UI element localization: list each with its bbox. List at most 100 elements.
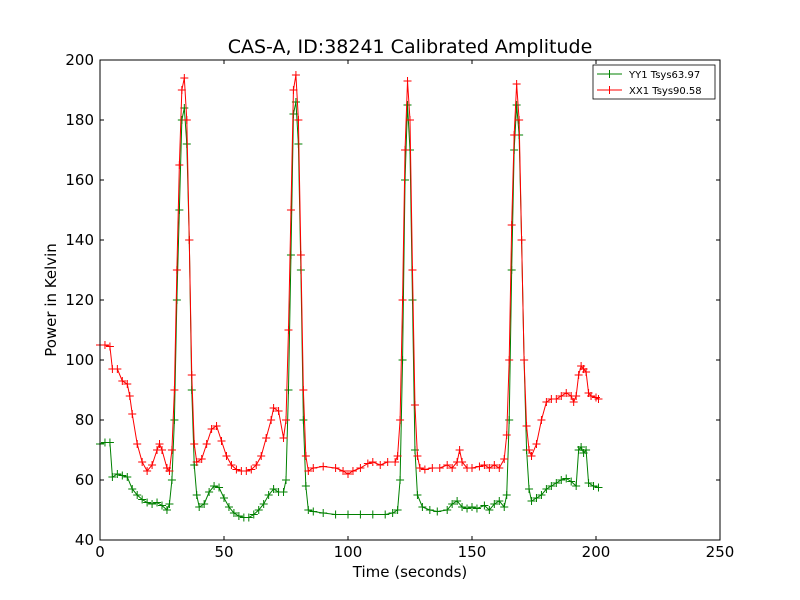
- data-point-marker: [547, 482, 556, 490]
- x-tick-label: 200: [582, 543, 611, 561]
- data-point-marker: [512, 80, 521, 88]
- data-point-marker: [331, 464, 340, 472]
- data-point-marker: [197, 455, 206, 463]
- data-point-marker: [182, 116, 191, 124]
- data-point-marker: [584, 479, 593, 487]
- data-point-marker: [301, 452, 310, 460]
- data-point-marker: [515, 116, 524, 124]
- data-point-marker: [472, 504, 481, 513]
- data-point-marker: [453, 497, 462, 505]
- y-tick-label: 40: [75, 531, 94, 549]
- data-point-marker: [274, 407, 283, 415]
- data-point-marker: [195, 503, 204, 511]
- data-point-marker: [123, 473, 132, 481]
- data-point-marker: [113, 365, 122, 373]
- legend-marker-xx1: [605, 86, 614, 94]
- data-point-marker: [344, 510, 352, 519]
- data-point-marker: [433, 507, 442, 516]
- data-point-marker: [348, 467, 357, 475]
- data-point-marker: [368, 458, 377, 466]
- data-point-marker: [257, 452, 266, 460]
- data-point-marker: [175, 206, 184, 214]
- x-axis-title: Time (seconds): [352, 563, 468, 581]
- data-point-marker: [363, 459, 372, 468]
- x-tick-label: 50: [214, 543, 233, 561]
- legend-label-xx1: XX1 Tsys90.58: [629, 86, 702, 97]
- data-point-marker: [331, 510, 340, 519]
- data-point-marker: [282, 476, 290, 484]
- data-point-marker: [148, 500, 157, 508]
- data-point-marker: [143, 498, 152, 507]
- data-point-marker: [542, 398, 551, 406]
- data-point-marker: [138, 458, 147, 466]
- data-point-marker: [301, 482, 310, 490]
- data-point-marker: [319, 462, 328, 471]
- data-point-marker: [128, 410, 137, 418]
- data-point-marker: [418, 503, 427, 511]
- data-point-marker: [175, 161, 184, 169]
- data-point-marker: [286, 206, 295, 214]
- data-point-marker: [396, 476, 405, 484]
- data-point-marker: [165, 500, 174, 508]
- data-point-marker: [532, 494, 541, 502]
- data-point-marker: [339, 467, 348, 475]
- data-point-marker: [569, 398, 578, 406]
- data-point-marker: [376, 461, 385, 469]
- data-point-marker: [267, 416, 276, 424]
- data-point-marker: [286, 251, 295, 259]
- data-point-marker: [443, 461, 452, 469]
- data-point-marker: [279, 434, 288, 442]
- data-point-marker: [368, 510, 377, 519]
- data-point-marker: [172, 296, 181, 304]
- data-point-marker: [577, 443, 586, 451]
- data-point-marker: [480, 501, 489, 510]
- data-point-marker: [572, 392, 581, 400]
- data-point-marker: [490, 461, 499, 469]
- data-point-marker: [177, 86, 186, 94]
- data-point-marker: [574, 371, 583, 379]
- data-point-marker: [525, 485, 534, 493]
- y-tick-label: 140: [65, 231, 94, 249]
- data-point-marker: [507, 221, 516, 229]
- data-point-marker: [510, 131, 519, 139]
- data-point-marker: [413, 452, 422, 460]
- data-point-marker: [212, 422, 221, 430]
- data-point-marker: [167, 446, 176, 454]
- data-point-marker: [512, 101, 521, 109]
- data-point-marker: [344, 470, 352, 478]
- data-point-marker: [133, 440, 142, 448]
- data-point-marker: [398, 296, 407, 304]
- legend-box: [592, 64, 716, 100]
- data-point-marker: [537, 416, 546, 424]
- data-point-marker: [227, 461, 236, 469]
- data-point-marker: [289, 86, 298, 94]
- data-point-marker: [500, 455, 509, 463]
- data-point-marker: [234, 512, 243, 520]
- data-point-marker: [242, 467, 251, 475]
- data-point-marker: [448, 464, 457, 472]
- data-point-marker: [525, 446, 534, 454]
- data-point-marker: [572, 482, 581, 490]
- data-point-marker: [468, 503, 476, 511]
- data-point-marker: [356, 510, 365, 519]
- data-point-marker: [304, 467, 313, 475]
- data-point-marker: [415, 464, 424, 472]
- y-tick-label: 100: [65, 351, 94, 369]
- data-point-marker: [562, 474, 571, 483]
- data-point-marker: [401, 146, 410, 154]
- data-point-marker: [299, 386, 308, 394]
- data-point-marker: [299, 416, 308, 424]
- data-point-marker: [215, 483, 224, 492]
- data-point-marker: [202, 440, 211, 448]
- data-point-marker: [403, 101, 412, 109]
- data-point-marker: [490, 500, 499, 508]
- data-point-marker: [170, 416, 179, 424]
- data-point-marker: [105, 342, 114, 351]
- data-point-marker: [123, 380, 132, 388]
- data-point-marker: [192, 458, 201, 466]
- data-point-marker: [393, 452, 402, 460]
- data-point-marker: [527, 452, 536, 460]
- data-point-marker: [296, 251, 305, 259]
- data-point-marker: [309, 507, 318, 516]
